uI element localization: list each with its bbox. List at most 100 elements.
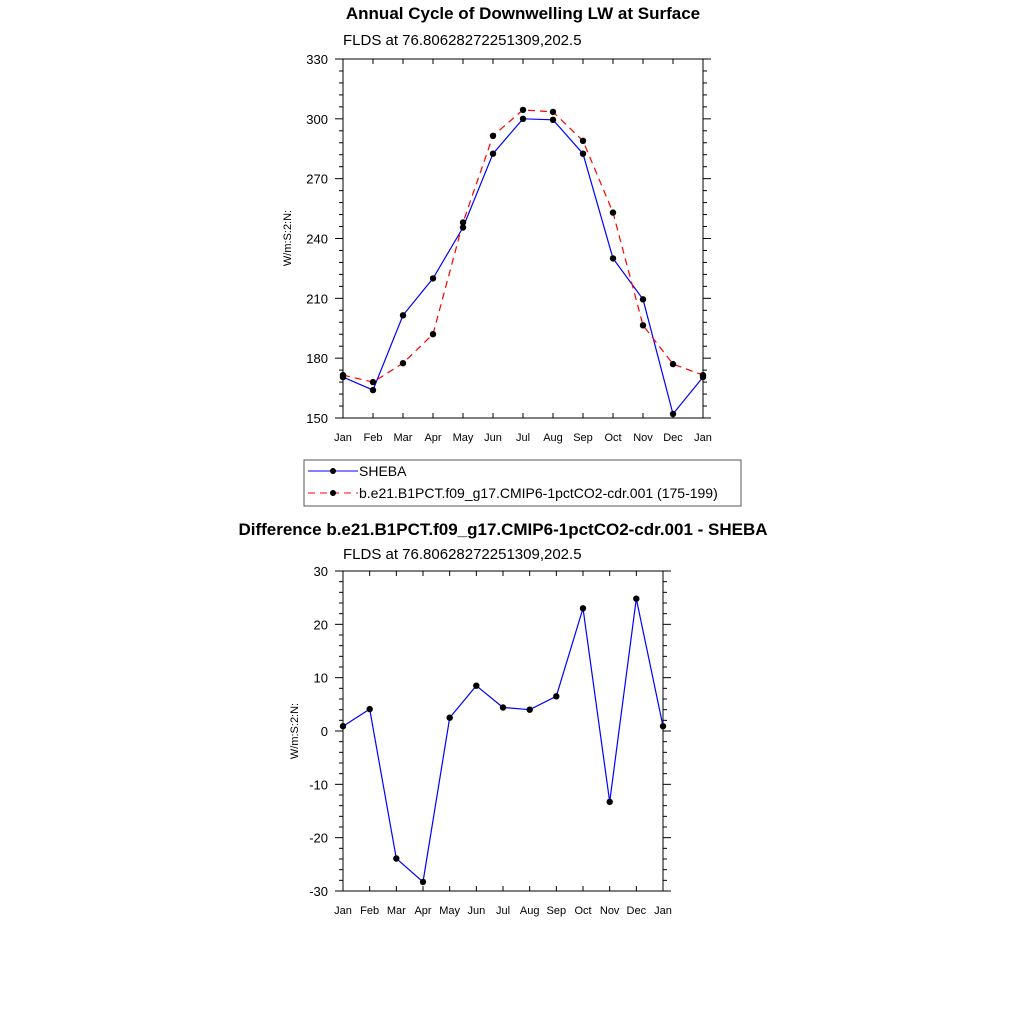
y-tick-label: -10 xyxy=(309,777,328,792)
data-point xyxy=(609,209,617,216)
x-tick-label: Aug xyxy=(520,905,540,917)
data-point xyxy=(639,296,647,303)
x-tick-label: Mar xyxy=(394,432,413,444)
data-point xyxy=(429,275,437,282)
x-tick-label: Sep xyxy=(547,905,567,917)
series-line-1 xyxy=(342,118,704,416)
annual-cycle-panel: Annual Cycle of Downwelling LW at Surfac… xyxy=(282,4,712,444)
x-tick-label: Dec xyxy=(663,432,683,444)
data-point xyxy=(519,106,527,114)
x-tick-label: Aug xyxy=(543,432,563,444)
top-chart-title: Annual Cycle of Downwelling LW at Surfac… xyxy=(346,4,700,23)
top-y-tick-labels: 150 180 210 240 270 300 330 xyxy=(306,52,328,426)
x-tick-label: May xyxy=(439,905,460,917)
data-point xyxy=(633,595,640,602)
legend-marker-model xyxy=(330,490,336,496)
data-point xyxy=(399,312,407,319)
y-tick-label: 240 xyxy=(306,232,328,247)
bottom-plot-frame xyxy=(342,570,664,892)
x-tick-label: Apr xyxy=(414,905,431,917)
data-point xyxy=(459,219,467,226)
data-point xyxy=(669,360,677,368)
bottom-series-layer xyxy=(339,595,667,886)
bottom-chart-subtitle: FLDS at 76.80628272251309,202.5 xyxy=(343,546,582,563)
data-point xyxy=(579,605,587,612)
x-tick-label: Apr xyxy=(424,432,441,444)
x-tick-label: Oct xyxy=(574,905,591,917)
x-tick-label: Jun xyxy=(484,432,502,444)
data-point xyxy=(489,150,497,157)
data-point xyxy=(609,255,617,262)
data-point xyxy=(369,378,377,386)
bottom-chart-title: Difference b.e21.B1PCT.f09_g17.CMIP6-1pc… xyxy=(238,520,767,539)
data-point xyxy=(489,132,497,139)
data-point xyxy=(579,137,587,144)
x-tick-label: Jul xyxy=(516,432,530,444)
series-line-1 xyxy=(342,598,664,884)
data-point xyxy=(393,855,400,862)
data-point xyxy=(499,704,507,711)
x-tick-label: May xyxy=(453,432,474,444)
data-point xyxy=(429,331,437,338)
x-tick-label: Nov xyxy=(600,905,620,917)
legend: SHEBA b.e21.B1PCT.f09_g17.CMIP6-1pctCO2-… xyxy=(303,459,742,507)
y-tick-label: 300 xyxy=(306,112,328,127)
x-tick-label: Jan xyxy=(654,905,672,917)
top-x-tick-labels: Jan Feb Mar Apr May Jun Jul Aug Sep Oct Nov Dec Jan xyxy=(334,432,712,444)
data-point xyxy=(446,714,453,721)
data-point xyxy=(519,115,527,123)
data-point xyxy=(366,705,373,713)
y-tick-label: 180 xyxy=(306,351,328,366)
series-line-2 xyxy=(342,109,704,383)
data-point xyxy=(549,116,557,124)
y-tick-label: 210 xyxy=(306,291,328,306)
y-tick-label: -30 xyxy=(309,884,328,899)
data-point xyxy=(669,410,677,418)
data-point xyxy=(659,723,667,730)
x-tick-label: Dec xyxy=(627,905,647,917)
data-point xyxy=(399,360,407,367)
bottom-axis-ticks xyxy=(335,570,671,892)
y-tick-label: 0 xyxy=(321,724,328,739)
x-tick-label: Jan xyxy=(694,432,712,444)
x-tick-label: Jan xyxy=(334,432,352,444)
x-tick-label: Jan xyxy=(334,905,352,917)
legend-box xyxy=(303,459,742,507)
bottom-x-tick-labels: Jan Feb Mar Apr May Jun Jul Aug Sep Oct Nov Dec Jan xyxy=(334,905,672,917)
data-point xyxy=(419,878,427,886)
x-tick-label: Mar xyxy=(387,905,406,917)
data-point xyxy=(606,798,613,806)
top-series-layer xyxy=(339,106,707,418)
top-axis-ticks xyxy=(335,58,711,419)
y-tick-label: 10 xyxy=(314,671,328,686)
data-point xyxy=(639,322,647,329)
bottom-y-tick-labels: -30 -20 -10 0 10 20 30 xyxy=(309,564,328,899)
data-point xyxy=(473,682,480,689)
data-point xyxy=(459,224,467,231)
top-y-axis-label: W/m:S:2:N: xyxy=(282,210,294,266)
legend-label-model: b.e21.B1PCT.f09_g17.CMIP6-1pctCO2-cdr.00… xyxy=(359,485,718,501)
data-point xyxy=(339,723,347,730)
y-tick-label: 330 xyxy=(306,52,328,67)
y-tick-label: 150 xyxy=(306,411,328,426)
y-tick-label: 20 xyxy=(314,617,328,632)
x-tick-label: Feb xyxy=(360,905,379,917)
bottom-y-axis-label: W/m:S:2:N: xyxy=(289,703,301,759)
data-point xyxy=(339,371,347,379)
data-point xyxy=(579,150,587,157)
x-tick-label: Oct xyxy=(604,432,621,444)
data-point xyxy=(553,693,560,700)
data-point xyxy=(369,386,377,394)
y-tick-label: -20 xyxy=(309,831,328,846)
y-tick-label: 30 xyxy=(314,564,328,579)
data-point xyxy=(699,371,707,379)
x-tick-label: Jul xyxy=(496,905,510,917)
data-point xyxy=(549,108,557,116)
legend-label-sheba: SHEBA xyxy=(359,463,407,479)
x-tick-label: Jun xyxy=(467,905,485,917)
legend-marker-sheba xyxy=(330,468,336,474)
data-point xyxy=(526,706,533,713)
x-tick-label: Feb xyxy=(364,432,383,444)
x-tick-label: Sep xyxy=(573,432,593,444)
